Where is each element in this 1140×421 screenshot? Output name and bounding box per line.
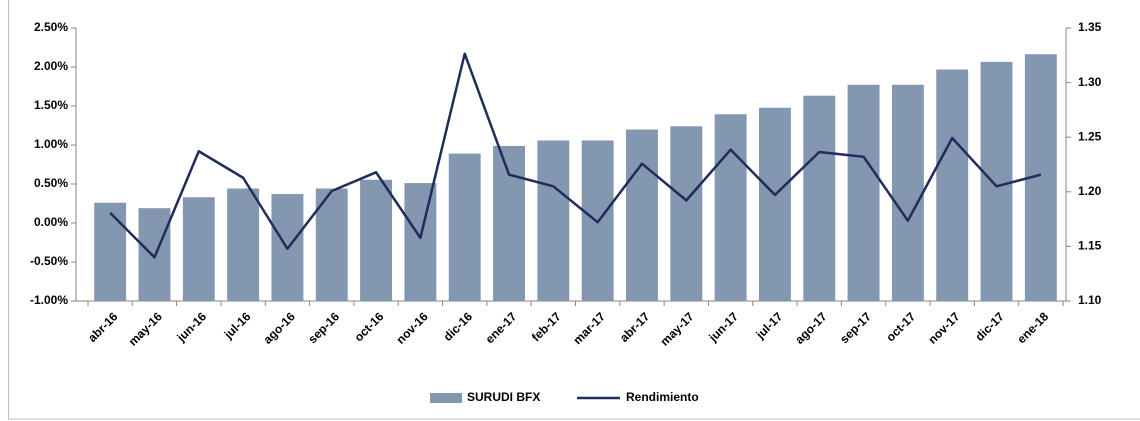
- x-tick-label: mar-17: [570, 309, 608, 347]
- bar: [758, 107, 791, 301]
- x-tick-label: may-16: [126, 309, 165, 348]
- x-tick-label: jun-16: [174, 309, 210, 345]
- bar: [847, 84, 880, 301]
- x-tick-label: may-17: [658, 309, 697, 348]
- y2-tick-label: 1.35: [1078, 20, 1102, 34]
- y-tick-label: 1.00%: [34, 137, 68, 151]
- legend-swatch: [430, 393, 462, 403]
- x-tick-label: oct-16: [352, 309, 387, 344]
- x-tick-label: abr-16: [85, 309, 121, 345]
- x-tick-label: sep-16: [305, 309, 342, 346]
- bar: [94, 202, 127, 301]
- legend-label: Rendimiento: [626, 390, 699, 404]
- line: [109, 52, 1042, 259]
- y-tick-label: 0.00%: [34, 215, 68, 229]
- x-tick-label: oct-17: [883, 309, 918, 344]
- bar: [891, 84, 924, 301]
- x-tick-label: ago-17: [792, 309, 829, 346]
- bar: [315, 188, 348, 301]
- x-tick-label: dic-17: [972, 309, 1007, 344]
- x-tick-label: abr-17: [617, 309, 653, 345]
- x-tick-label: jul-16: [221, 309, 254, 342]
- x-tick-label: nov-16: [393, 309, 430, 346]
- y-tick-label: 2.50%: [34, 20, 68, 34]
- y-tick-label: 1.50%: [34, 98, 68, 112]
- y2-tick-label: 1.25: [1078, 129, 1102, 143]
- x-tick-label: ago-16: [261, 309, 298, 346]
- bar: [404, 183, 437, 301]
- x-tick-label: nov-17: [925, 309, 962, 346]
- x-tick-label: sep-17: [837, 309, 874, 346]
- y-tick-label: 2.00%: [34, 59, 68, 73]
- x-tick-label: feb-17: [529, 309, 564, 344]
- bar: [448, 153, 481, 301]
- x-tick-label: jul-17: [753, 309, 786, 342]
- bar: [360, 179, 393, 301]
- x-tick-label: jun-17: [705, 309, 741, 345]
- x-tick-label: ene-17: [483, 309, 520, 346]
- y2-tick-label: 1.10: [1078, 293, 1102, 307]
- y2-tick-label: 1.30: [1078, 75, 1102, 89]
- bar: [803, 95, 836, 301]
- y-tick-label: -0.50%: [30, 254, 68, 268]
- bar: [493, 145, 525, 301]
- x-tick-label: dic-16: [441, 309, 476, 344]
- bar: [714, 114, 747, 301]
- bar: [227, 188, 260, 301]
- legend-label: SURUDI BFX: [467, 390, 540, 404]
- y2-tick-label: 1.20: [1078, 184, 1102, 198]
- chart-frame: [8, 0, 1140, 420]
- y-tick-label: -1.00%: [30, 293, 68, 307]
- bar: [537, 140, 570, 301]
- bar: [980, 61, 1013, 301]
- bar: [182, 197, 215, 301]
- x-tick-label: ene-18: [1014, 309, 1051, 346]
- bar: [626, 129, 658, 301]
- bar: [670, 126, 703, 301]
- y2-tick-label: 1.15: [1078, 239, 1102, 253]
- y-tick-label: 0.50%: [34, 176, 68, 190]
- bar: [936, 69, 969, 301]
